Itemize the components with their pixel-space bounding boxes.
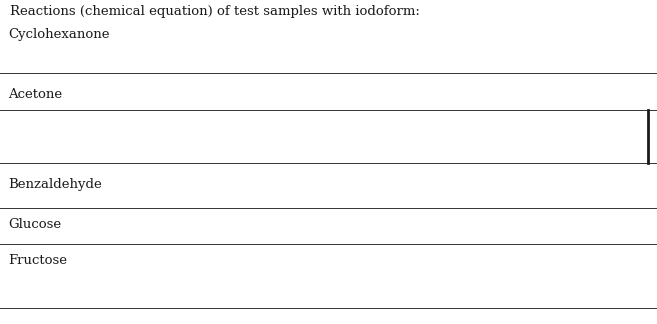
Text: Reactions (chemical equation) of test samples with iodoform:: Reactions (chemical equation) of test sa…	[10, 5, 420, 18]
Text: Acetone: Acetone	[8, 88, 62, 101]
Text: Fructose: Fructose	[8, 254, 67, 267]
Text: Glucose: Glucose	[8, 218, 61, 231]
Text: Benzaldehyde: Benzaldehyde	[8, 178, 102, 191]
Text: Cyclohexanone: Cyclohexanone	[8, 28, 110, 41]
